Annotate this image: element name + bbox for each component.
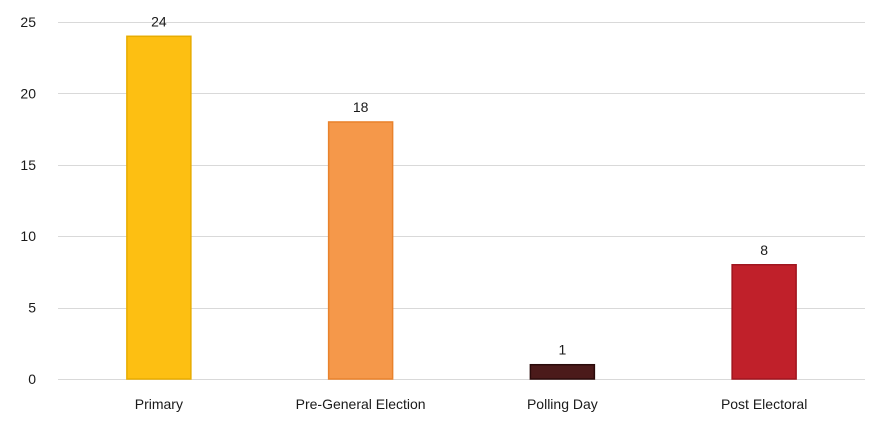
gridlines bbox=[58, 22, 865, 380]
x-category-label: Polling Day bbox=[527, 396, 598, 412]
y-tick-label: 15 bbox=[20, 157, 36, 173]
data-label: 18 bbox=[353, 99, 369, 115]
data-label: 8 bbox=[760, 242, 768, 258]
y-tick-label: 10 bbox=[20, 228, 36, 244]
bar-polling-day bbox=[529, 363, 596, 380]
bar-primary bbox=[126, 35, 192, 380]
bars bbox=[126, 35, 797, 380]
y-tick-label: 5 bbox=[28, 300, 36, 316]
x-category-label: Pre-General Election bbox=[296, 396, 426, 412]
bar-post-electoral bbox=[731, 264, 797, 380]
data-label: 24 bbox=[151, 13, 167, 29]
y-tick-label: 25 bbox=[20, 14, 36, 30]
y-tick-label: 20 bbox=[20, 85, 36, 101]
bar-pre-general-election bbox=[327, 121, 394, 380]
x-category-label: Post Electoral bbox=[721, 396, 807, 412]
y-tick-label: 0 bbox=[28, 371, 36, 387]
x-axis-categories: Primary Pre-General Election Polling Day Po… bbox=[135, 396, 808, 412]
data-label: 1 bbox=[558, 342, 566, 358]
x-category-label: Primary bbox=[135, 396, 183, 412]
y-axis-ticks: 0 5 10 15 20 25 bbox=[20, 14, 36, 387]
